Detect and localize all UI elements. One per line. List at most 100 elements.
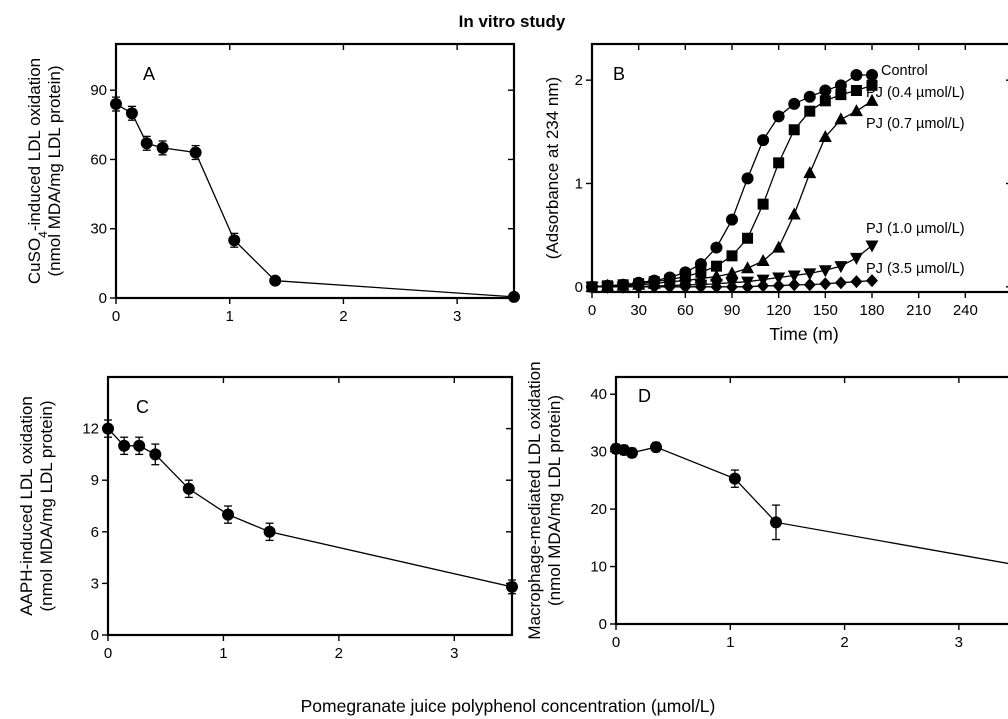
series-line bbox=[115, 103, 515, 298]
series-line bbox=[615, 446, 1008, 565]
data-point bbox=[819, 95, 831, 107]
data-point bbox=[601, 280, 614, 294]
y-tick-label: 10 bbox=[590, 559, 607, 576]
x-tick-label: 1 bbox=[219, 645, 227, 662]
x-tick-label: 2 bbox=[339, 308, 347, 325]
series-label: PJ (3.5 µmol/L) bbox=[866, 261, 965, 277]
data-point bbox=[835, 89, 847, 101]
x-tick-label: 240 bbox=[953, 302, 978, 319]
y-tick-label: 0 bbox=[575, 279, 583, 296]
x-tick-label: 3 bbox=[453, 308, 461, 325]
data-point bbox=[787, 270, 801, 283]
y-tick-label: 60 bbox=[90, 151, 107, 168]
data-point bbox=[772, 279, 785, 293]
y-tick-label: 1 bbox=[575, 176, 583, 193]
data-point bbox=[710, 280, 723, 294]
data-point bbox=[772, 110, 785, 123]
data-point bbox=[788, 124, 800, 136]
y-tick-label: 2 bbox=[575, 72, 583, 89]
y-tick-label: 90 bbox=[90, 82, 107, 99]
y-tick-label: 30 bbox=[590, 444, 607, 461]
shared-x-axis-title: Pomegranate juice polyphenol concentrati… bbox=[301, 696, 716, 716]
data-point bbox=[819, 84, 832, 97]
panel-label: B bbox=[613, 64, 625, 84]
data-point bbox=[756, 254, 770, 266]
data-point bbox=[626, 446, 638, 459]
data-point bbox=[269, 274, 282, 287]
data-point bbox=[865, 240, 879, 253]
data-point bbox=[819, 277, 832, 291]
y-tick-label: 30 bbox=[90, 221, 107, 238]
data-point bbox=[263, 525, 276, 538]
x-tick-label: 60 bbox=[677, 302, 694, 319]
plot-frame-d bbox=[614, 375, 1008, 626]
y-axis-title-line2: (nmol MDA/mg LDL protein) bbox=[45, 66, 64, 277]
data-point bbox=[632, 280, 645, 294]
data-point bbox=[726, 250, 738, 262]
y-axis-title-line2: (nmol MDA/mg LDL protein) bbox=[37, 401, 56, 612]
data-point bbox=[803, 166, 817, 179]
panel-label: C bbox=[136, 397, 149, 417]
data-point bbox=[834, 261, 848, 274]
data-point bbox=[818, 130, 832, 142]
data-point bbox=[182, 482, 195, 495]
y-tick-label: 0 bbox=[91, 627, 99, 644]
data-point bbox=[506, 580, 518, 593]
data-point bbox=[709, 269, 723, 282]
series-label: PJ (1.0 µmol/L) bbox=[866, 221, 965, 237]
data-point bbox=[850, 275, 863, 289]
plot-frame-b bbox=[590, 42, 1008, 294]
series-label: Control bbox=[881, 63, 928, 79]
x-tick-label: 1 bbox=[226, 308, 234, 325]
data-point bbox=[222, 508, 235, 521]
data-point bbox=[118, 439, 131, 452]
data-point bbox=[125, 107, 138, 120]
data-point bbox=[586, 280, 598, 294]
y-tick-label: 0 bbox=[599, 616, 607, 633]
x-axis-title: Time (m) bbox=[769, 324, 838, 344]
y-tick-label: 40 bbox=[590, 386, 607, 403]
panel-a-chart: 0 30 60 90 0 1 2 3 A CuSO4-induced LDL oxidation(… bbox=[25, 42, 520, 325]
y-axis-title: (Adsorbance at 234 nm) bbox=[543, 77, 562, 259]
data-point bbox=[726, 213, 738, 226]
data-point bbox=[149, 448, 162, 461]
panel-label: D bbox=[638, 386, 651, 406]
y-axis-title-line1: AAPH-induced LDL oxidation bbox=[17, 396, 36, 616]
panel-label: A bbox=[143, 64, 155, 84]
x-tick-label: 3 bbox=[450, 645, 458, 662]
data-point bbox=[508, 290, 520, 303]
data-point bbox=[156, 141, 169, 154]
data-point bbox=[850, 85, 862, 96]
data-point bbox=[648, 280, 661, 294]
x-tick-label: 2 bbox=[335, 645, 343, 662]
plot-frame-c bbox=[106, 375, 514, 637]
x-tick-label: 2 bbox=[840, 634, 848, 651]
series-label: PJ (0.4 µmol/L) bbox=[866, 85, 965, 101]
x-tick-label: 30 bbox=[630, 302, 647, 319]
data-point bbox=[788, 97, 801, 110]
data-point bbox=[866, 69, 878, 81]
data-point bbox=[804, 105, 816, 117]
data-point bbox=[710, 241, 723, 254]
x-tick-label: 210 bbox=[906, 302, 931, 319]
data-point bbox=[770, 516, 782, 529]
x-tick-label: 180 bbox=[859, 302, 884, 319]
plot-frame-a bbox=[114, 42, 516, 300]
data-point bbox=[742, 232, 754, 244]
data-point bbox=[788, 278, 801, 292]
x-tick-label: 90 bbox=[724, 302, 741, 319]
data-point bbox=[803, 278, 816, 292]
data-point bbox=[818, 265, 832, 278]
data-point bbox=[757, 279, 770, 293]
y-tick-label: 9 bbox=[91, 472, 99, 489]
y-tick-label: 3 bbox=[91, 575, 99, 592]
data-point bbox=[650, 441, 662, 454]
data-point bbox=[617, 280, 630, 294]
x-tick-label: 0 bbox=[612, 634, 620, 651]
data-point bbox=[110, 98, 122, 111]
y-axis-title-line1: Macrophage-mediated LDL oxidation bbox=[525, 361, 544, 639]
data-point bbox=[757, 134, 770, 147]
x-tick-label: 120 bbox=[766, 302, 791, 319]
